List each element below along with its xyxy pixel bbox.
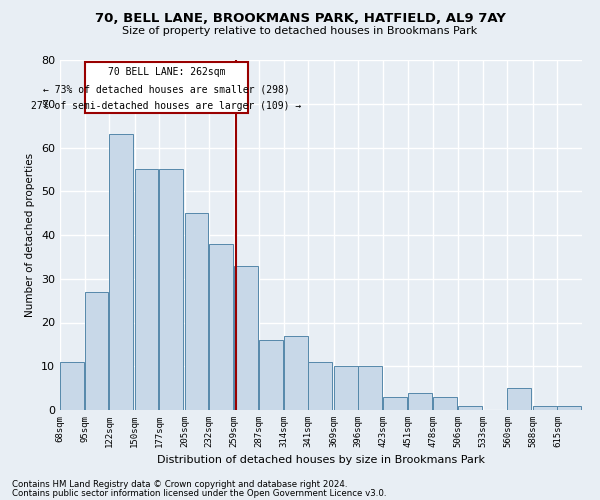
Bar [557, 406, 581, 410]
Bar [134, 170, 158, 410]
Bar [383, 397, 407, 410]
Bar [458, 406, 482, 410]
Bar [284, 336, 308, 410]
Bar [259, 340, 283, 410]
Bar [85, 292, 109, 410]
Text: 70 BELL LANE: 262sqm: 70 BELL LANE: 262sqm [107, 68, 225, 78]
Bar [433, 397, 457, 410]
Bar [409, 392, 432, 410]
Bar [159, 170, 183, 410]
X-axis label: Distribution of detached houses by size in Brookmans Park: Distribution of detached houses by size … [157, 456, 485, 466]
Bar [233, 266, 257, 410]
Bar [308, 362, 332, 410]
Y-axis label: Number of detached properties: Number of detached properties [25, 153, 35, 317]
Text: Size of property relative to detached houses in Brookmans Park: Size of property relative to detached ho… [122, 26, 478, 36]
Bar [185, 213, 208, 410]
Bar [358, 366, 382, 410]
Text: ← 73% of detached houses are smaller (298): ← 73% of detached houses are smaller (29… [43, 84, 290, 94]
Text: 70, BELL LANE, BROOKMANS PARK, HATFIELD, AL9 7AY: 70, BELL LANE, BROOKMANS PARK, HATFIELD,… [95, 12, 505, 26]
Bar [109, 134, 133, 410]
Bar [533, 406, 557, 410]
Bar [60, 362, 84, 410]
Text: 27% of semi-detached houses are larger (109) →: 27% of semi-detached houses are larger (… [31, 100, 302, 110]
Bar [334, 366, 358, 410]
Text: Contains public sector information licensed under the Open Government Licence v3: Contains public sector information licen… [12, 488, 386, 498]
Text: Contains HM Land Registry data © Crown copyright and database right 2024.: Contains HM Land Registry data © Crown c… [12, 480, 347, 489]
Bar [209, 244, 233, 410]
Bar [508, 388, 531, 410]
Bar [85, 62, 248, 112]
